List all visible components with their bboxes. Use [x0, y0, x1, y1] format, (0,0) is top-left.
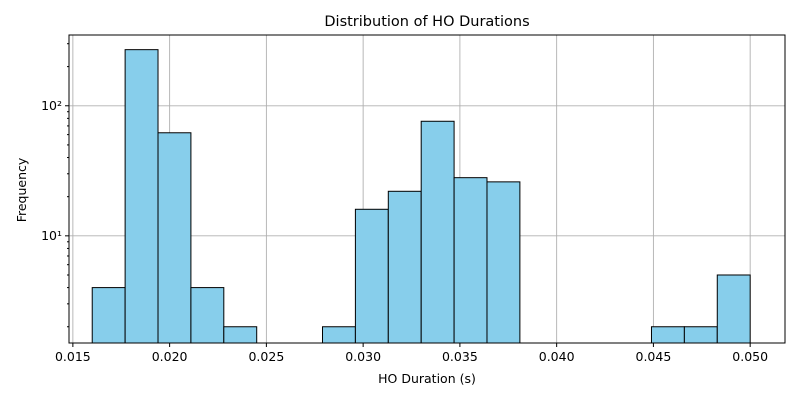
histogram-bar	[453, 177, 488, 344]
histogram-bar	[387, 190, 422, 344]
y-tick-label: 10¹	[41, 228, 62, 243]
x-tick-label: 0.035	[442, 349, 478, 364]
histogram-bar	[486, 181, 521, 344]
histogram-bar	[683, 326, 718, 344]
axis-ticks: 0.015 0.020 0.025 0.030 0.035 0.040 0.045 0.050…	[41, 43, 768, 364]
x-tick-label: 0.030	[345, 349, 381, 364]
histogram-bar	[420, 120, 455, 344]
histogram-bars	[91, 49, 751, 344]
histogram-bar	[354, 208, 389, 344]
histogram-bar	[190, 287, 225, 344]
histogram-bar	[157, 132, 192, 344]
x-tick-label: 0.020	[152, 349, 188, 364]
histogram-bar	[322, 326, 356, 344]
plot-frame	[68, 34, 786, 344]
x-tick-label: 0.015	[55, 349, 91, 364]
x-tick-label: 0.050	[732, 349, 768, 364]
histogram-bar	[650, 326, 685, 344]
histogram-bar	[716, 274, 751, 344]
y-axis-label: Frequency	[14, 157, 29, 222]
histogram-bar	[223, 326, 258, 344]
histogram-bar	[91, 287, 126, 344]
histogram-bar	[124, 49, 159, 344]
chart-title: Distribution of HO Durations	[324, 14, 529, 30]
x-tick-label: 0.025	[248, 349, 284, 364]
x-axis-label: HO Duration (s)	[378, 371, 476, 386]
x-tick-label: 0.045	[636, 349, 672, 364]
y-tick-label: 10²	[41, 98, 62, 113]
x-tick-label: 0.040	[539, 349, 575, 364]
